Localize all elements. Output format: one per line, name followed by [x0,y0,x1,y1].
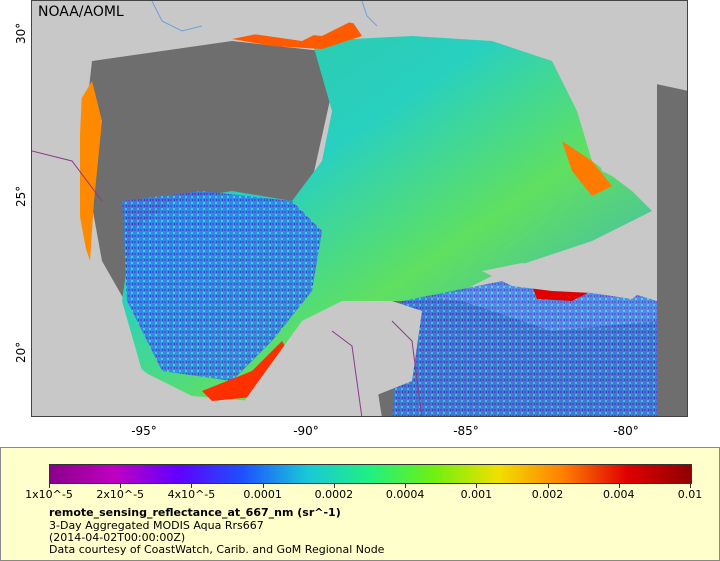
border-line [391,320,423,416]
border-line [32,150,103,202]
colorbar-tick-label: 2x10^-5 [96,488,145,501]
west-coast-band [80,81,102,261]
yucatan-peninsula [233,301,422,416]
colorbar [49,464,692,484]
colorbar-tick-mark [191,484,193,488]
lat-tick-25: 25° [14,185,28,207]
us-gulf-coast [32,1,687,91]
colorbar-tick-label: 0.002 [531,488,564,501]
map-panel: NOAA/AOML [31,0,688,417]
florida-peninsula [572,41,652,181]
lon-tick-80: -80° [613,424,639,438]
colorbar-tick-label: 0.001 [460,488,493,501]
river-line [361,1,378,27]
colorbar-tick-mark [476,484,478,488]
legend-date: (2014-04-02T00:00:00Z) [49,531,186,544]
colorbar-tick-label: 0.0004 [385,488,425,501]
river-line [151,1,203,32]
colorbar-tick-mark [618,484,620,488]
colorbar-tick-label: 0.004 [603,488,635,501]
colorbar-tick-mark [262,484,264,488]
cuba [482,263,642,299]
lat-tick-30: 30° [14,22,28,44]
colorbar-tick-mark [405,484,407,488]
west-gulf-speckle [122,191,322,381]
colorbar-tick-mark [49,484,50,488]
mexico-mainland [32,81,192,416]
lon-tick-95: -95° [131,424,157,438]
lon-tick-90: -90° [293,424,319,438]
colorbar-tick-label: 4x10^-5 [167,488,216,501]
caribbean-speckle [392,281,657,416]
legend-description: 3-Day Aggregated MODIS Aqua Rrs667 [49,519,264,532]
colorbar-tick-label: 0.01 [677,488,703,501]
colorbar-tick-mark [690,484,691,488]
florida-band [562,141,612,196]
colorbar-tick-label: 0.0002 [314,488,354,501]
legend-source: Data courtesy of CoastWatch, Carib. and … [49,543,385,556]
legend-panel: 1x10^-5 2x10^-5 4x10^-5 0.0001 0.0002 0.0004 0… [0,447,720,561]
colorbar-tick-mark [120,484,122,488]
lat-tick-20: 20° [14,341,28,363]
colorbar-tick-mark [333,484,335,488]
border-line [331,330,363,416]
map-credit-label: NOAA/AOML [38,4,124,20]
legend-title: remote_sensing_reflectance_at_667_nm (sr… [49,506,341,519]
lon-tick-85: -85° [453,424,479,438]
colorbar-tick-label: 0.0001 [243,488,282,501]
gulf-of-mexico-map [32,1,687,416]
colorbar-tick-label: 1x10^-5 [25,488,73,501]
colorbar-tick-mark [547,484,549,488]
